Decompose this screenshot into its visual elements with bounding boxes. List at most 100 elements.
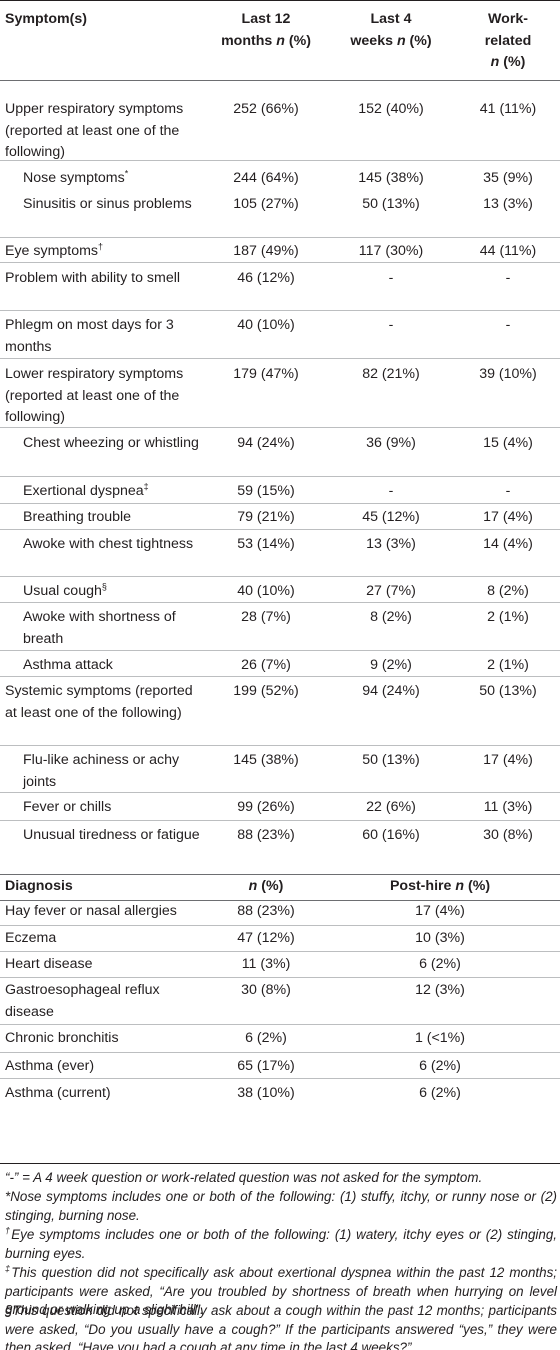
work-related-value: 11 (3%)	[483, 799, 533, 815]
last4-value: 8 (2%)	[370, 609, 412, 625]
header-last4: Last 4 weeks n (%)	[350, 11, 432, 49]
diagnosis-n-value: 6 (2%)	[245, 1030, 287, 1046]
work-related-value: 44 (11%)	[479, 243, 537, 259]
last4-value: 60 (16%)	[362, 827, 420, 843]
last4-value: 117 (30%)	[358, 243, 424, 259]
row-divider	[0, 676, 560, 677]
header-last12: Last 12 months n (%)	[221, 11, 311, 49]
row-divider	[0, 237, 560, 238]
footnote-nose: *Nose symptoms includes one or both of t…	[5, 1189, 557, 1223]
last12-value: 199 (52%)	[233, 683, 299, 699]
diagnosis-label: Gastroesophageal reflux disease	[5, 982, 160, 1020]
work-related-value: 30 (8%)	[483, 827, 533, 843]
row-divider	[0, 745, 560, 746]
diagnosis-header-rule	[0, 900, 560, 901]
last12-value: 99 (26%)	[237, 799, 295, 815]
work-related-value: 39 (10%)	[479, 366, 537, 382]
row-divider	[0, 262, 560, 263]
footnote-marker: †	[98, 241, 104, 252]
symptom-label: Problem with ability to smell	[5, 270, 181, 286]
post-hire-value: 12 (3%)	[415, 982, 465, 998]
diagnosis-label: Heart disease	[5, 956, 93, 972]
footnote-dash: “-” = A 4 week question or work-related …	[5, 1170, 483, 1185]
last12-value: 40 (10%)	[237, 317, 295, 333]
symptom-label: Phlegm on most days for 3 months	[5, 317, 174, 355]
post-hire-value: 6 (2%)	[419, 1058, 461, 1074]
row-divider	[0, 427, 560, 428]
work-related-value: 13 (3%)	[483, 196, 533, 212]
symptom-label: Fever or chills	[23, 799, 112, 815]
last12-value: 145 (38%)	[233, 752, 299, 768]
symptom-label: Awoke with shortness of breath	[23, 609, 176, 647]
last12-value: 26 (7%)	[241, 657, 291, 673]
header-rule	[0, 80, 560, 81]
diagnosis-n-value: 38 (10%)	[237, 1085, 295, 1101]
row-divider	[0, 650, 560, 651]
last4-value: 50 (13%)	[362, 752, 420, 768]
row-divider	[0, 576, 560, 577]
symptom-label: Breathing trouble	[23, 509, 132, 525]
diagnosis-label: Asthma (ever)	[5, 1058, 95, 1074]
row-divider	[0, 1024, 560, 1025]
symptom-label: Unusual tiredness or fatigue	[23, 827, 200, 843]
symptom-label: Eye symptoms†	[5, 241, 104, 259]
footnote-dyspnea: ‡This question did not specifically ask …	[5, 1263, 557, 1318]
symptom-label: Upper respiratory symptoms (reported at …	[5, 101, 184, 160]
post-hire-value: 1 (<1%)	[414, 1030, 466, 1046]
diagnosis-label: Eczema	[5, 930, 57, 946]
row-divider	[0, 358, 560, 359]
symptom-label: Asthma attack	[23, 657, 113, 673]
work-related-value: 17 (4%)	[483, 752, 533, 768]
work-related-value: 14 (4%)	[483, 536, 533, 552]
last4-value: 9 (2%)	[370, 657, 412, 673]
symptom-label: Flu-like achiness or achy joints	[23, 752, 180, 790]
last4-value: -	[388, 270, 394, 286]
last4-value: 145 (38%)	[358, 170, 424, 186]
header-diagnosis: Diagnosis	[5, 878, 73, 894]
work-related-value: -	[505, 270, 511, 286]
row-divider	[0, 820, 560, 821]
last4-value: 22 (6%)	[366, 799, 416, 815]
symptom-label: Nose symptoms*	[23, 168, 129, 186]
last4-value: 94 (24%)	[362, 683, 420, 699]
work-related-value: -	[505, 317, 511, 333]
work-related-value: 2 (1%)	[487, 609, 529, 625]
header-post-hire: Post-hire n (%)	[389, 878, 491, 894]
last12-value: 46 (12%)	[237, 270, 295, 286]
last4-value: 13 (3%)	[366, 536, 416, 552]
work-related-value: 50 (13%)	[479, 683, 537, 699]
row-divider	[0, 925, 560, 926]
work-related-value: 2 (1%)	[487, 657, 529, 673]
work-related-value: 41 (11%)	[479, 101, 537, 117]
symptom-label: Chest wheezing or whistling	[23, 435, 199, 451]
footnote-marker: §	[101, 581, 107, 592]
footnote-cough: §This question did not specifically ask …	[5, 1303, 557, 1350]
last12-value: 105 (27%)	[233, 196, 299, 212]
post-hire-value: 10 (3%)	[415, 930, 465, 946]
last12-value: 53 (14%)	[237, 536, 295, 552]
row-divider	[0, 476, 560, 477]
symptom-label: Awoke with chest tightness	[23, 536, 194, 552]
row-divider	[0, 602, 560, 603]
work-related-value: 17 (4%)	[483, 509, 533, 525]
row-divider	[0, 529, 560, 530]
last4-value: 82 (21%)	[362, 366, 420, 382]
row-divider	[0, 310, 560, 311]
header-symptoms: Symptom(s)	[5, 11, 87, 27]
table-top-rule	[0, 0, 560, 1]
last4-value: 152 (40%)	[358, 101, 424, 117]
last4-value: 50 (13%)	[362, 196, 420, 212]
header-work-related: Work- related n (%)	[484, 11, 532, 70]
symptom-label: Sinusitis or sinus problems	[23, 196, 192, 212]
footnote-eye: †Eye symptoms includes one or both of th…	[5, 1225, 557, 1261]
last4-value: -	[388, 317, 394, 333]
row-divider	[0, 503, 560, 504]
diagnosis-n-value: 11 (3%)	[241, 956, 291, 972]
last4-value: -	[388, 483, 394, 499]
header-n: n (%)	[248, 878, 284, 894]
post-hire-value: 6 (2%)	[419, 1085, 461, 1101]
symptom-label: Exertional dyspnea‡	[23, 481, 149, 499]
last4-value: 45 (12%)	[362, 509, 420, 525]
row-divider	[0, 160, 560, 161]
row-divider	[0, 951, 560, 952]
